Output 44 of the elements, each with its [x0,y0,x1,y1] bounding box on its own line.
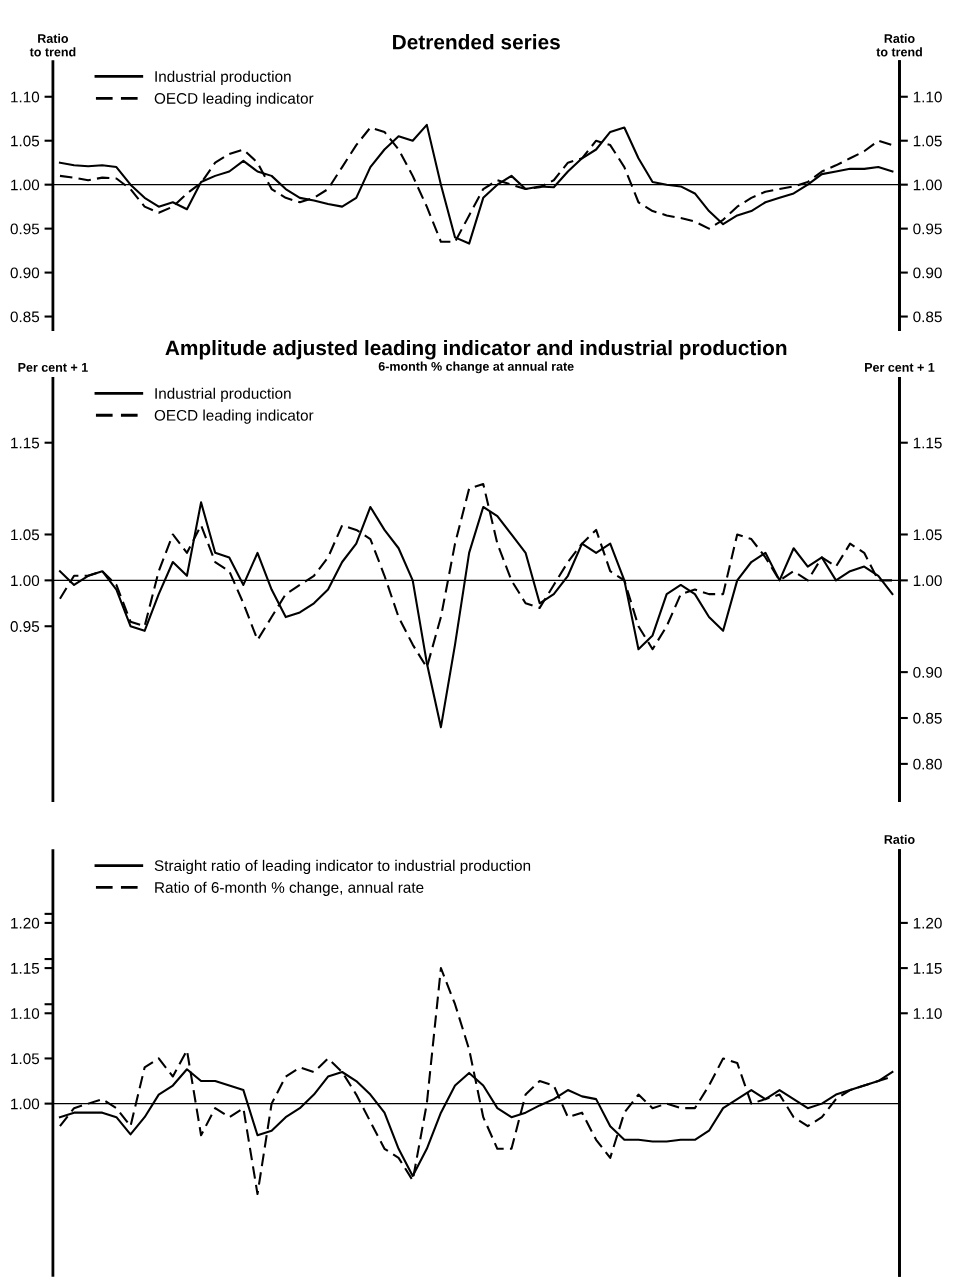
y-tick-label: 0.95 [10,223,40,235]
legend-label: OECD leading indicator [154,409,314,424]
y2-tick-label: 1.05 [913,135,942,147]
chart-title: Detrended series [393,34,560,50]
y2-tick-label: 0.85 [913,311,942,323]
legend-label: Straight ratio of leading indicator to industrial production [154,859,531,875]
y-tick-label: 1.05 [11,135,40,147]
y-tick-label: 1.00 [11,179,40,191]
y-tick-label: 1.15 [11,963,40,974]
y-tick-label: 1.20 [11,917,40,929]
legend-label: Industrial production [155,387,291,402]
y2-tick-label: 1.10 [913,1008,942,1019]
y-tick-label: 0.90 [10,267,40,279]
y2-tick-label: 1.00 [913,179,942,191]
y2-axis-title: Ratio to trend [876,33,922,57]
y-axis-title: Ratio to trend [29,33,76,57]
y-tick-label: 0.95 [10,621,40,632]
y-tick-label: 1.05 [11,1053,40,1065]
y2-tick-label: 1.05 [913,529,942,541]
chart-title: Amplitude adjusted leading indicator and industrial production [165,339,787,360]
y2-tick-label: 1.15 [913,437,942,449]
legend-label: OECD leading indicator [154,92,314,107]
y2-axis-title: Per cent + 1 [865,363,935,372]
y2-tick-label: 0.95 [913,223,942,235]
y-tick-label: 0.85 [10,311,40,323]
y2-tick-label: 0.90 [913,267,942,279]
y-tick-label: 1.10 [11,91,40,103]
y-tick-label: 1.05 [11,529,40,541]
chart-subtitle: 6-month % change at annual rate [378,361,574,374]
legend-label: Ratio of 6-month % change, annual rate [155,881,424,896]
y2-tick-label: 1.00 [913,575,942,587]
y-tick-label: 1.10 [11,1008,40,1019]
y2-tick-label: 1.15 [913,963,942,974]
y2-axis-title: Ratio [884,834,915,844]
y2-tick-label: 0.90 [913,666,942,678]
y-tick-label: 1.00 [11,1098,40,1110]
y2-tick-label: 0.80 [913,758,942,770]
y2-tick-label: 1.10 [913,91,942,103]
y-axis-title: Per cent + 1 [18,363,88,372]
y2-tick-label: 1.20 [913,917,942,929]
y-tick-label: 1.15 [11,437,40,449]
legend-label: Industrial production [155,70,291,85]
y2-tick-label: 0.85 [913,712,942,724]
y-tick-label: 1.00 [11,575,40,587]
